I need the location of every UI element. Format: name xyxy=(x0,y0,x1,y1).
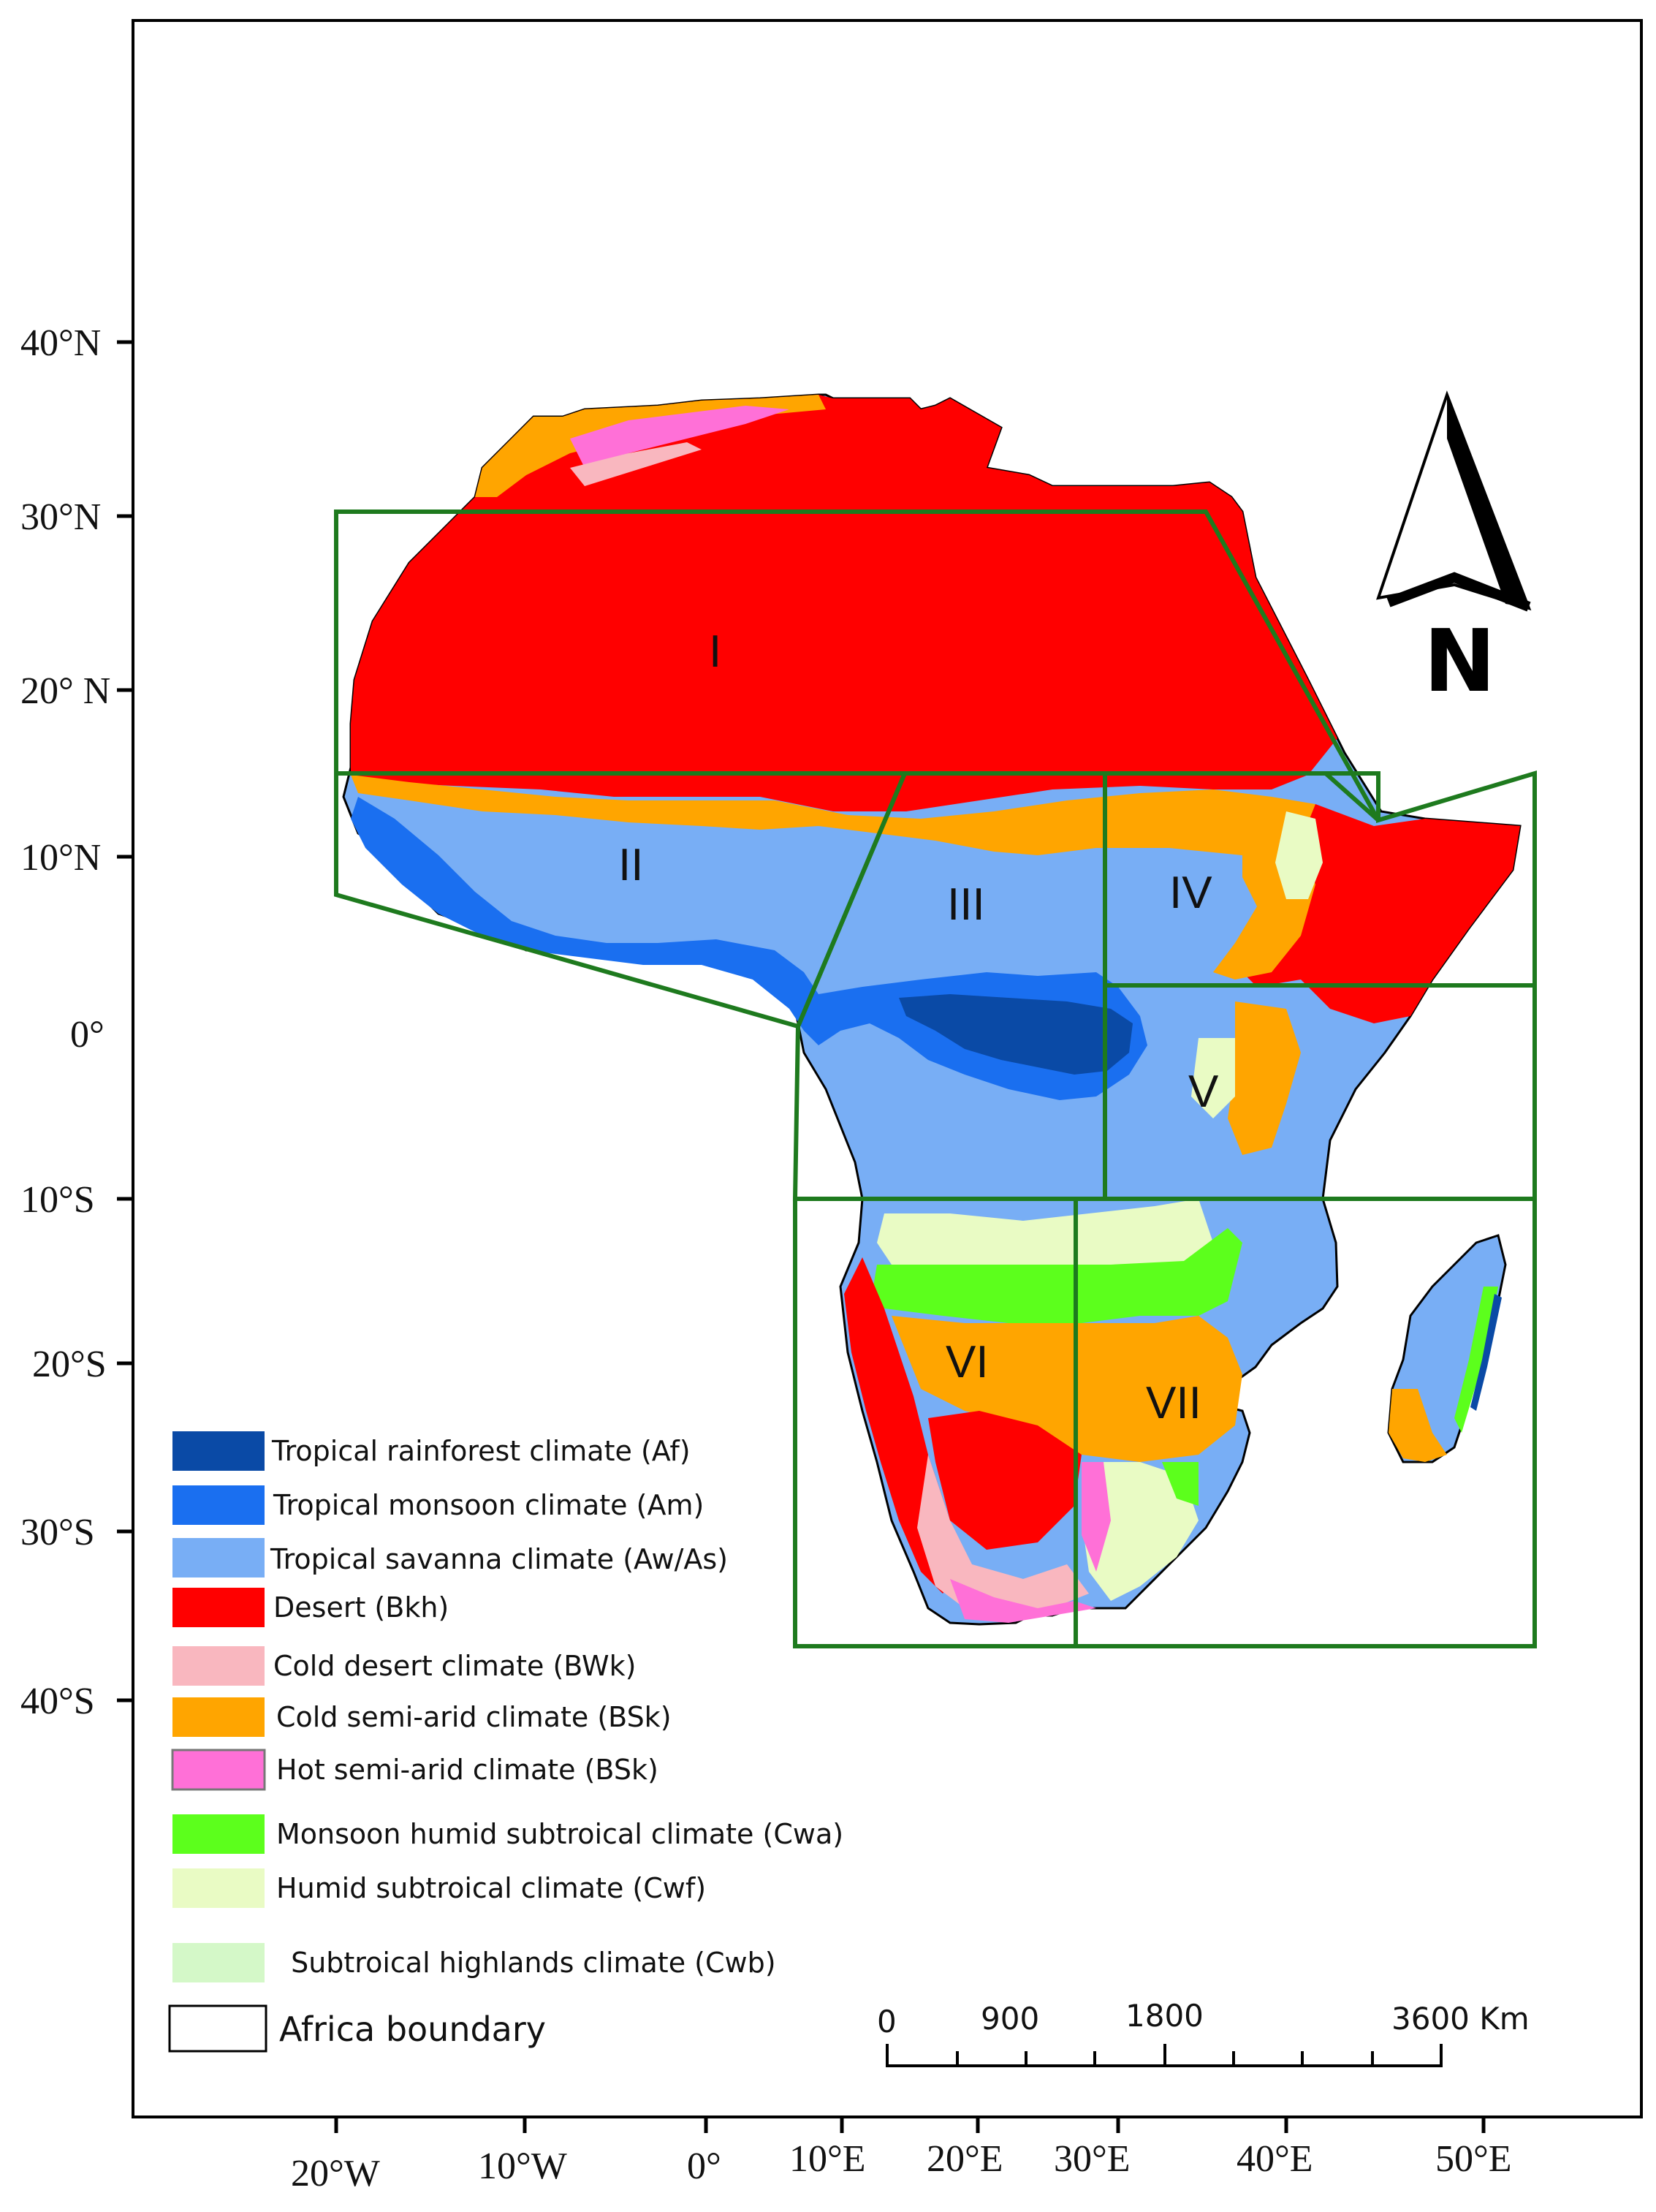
region-label-iv: IV xyxy=(1169,868,1212,918)
zone-rainforest xyxy=(899,994,1133,1075)
legend-swatch-bsk-hot xyxy=(171,1749,266,1791)
lon-label-0: 0° xyxy=(687,2145,721,2187)
lon-label-10e: 10°E xyxy=(789,2138,866,2180)
legend-label-bkh: Desert (Bkh) xyxy=(273,1591,449,1624)
legend-swatch-am xyxy=(172,1485,265,1525)
zone-southern-humid xyxy=(877,1199,1213,1265)
zone-cape-hot xyxy=(950,1579,1096,1623)
region-label-v: V xyxy=(1188,1067,1219,1117)
legend-label-af: Tropical rainforest climate (Af) xyxy=(271,1435,691,1467)
legend-label-aw: Tropical savanna climate (Aw/As) xyxy=(270,1543,728,1575)
region-label-vi: VI xyxy=(946,1337,989,1387)
region-boundary-vii xyxy=(1074,1197,1537,1648)
zone-southeast-humid xyxy=(1082,1462,1199,1601)
legend: Tropical rainforest climate (Af) Tropica… xyxy=(168,1431,843,2053)
lon-label-30e: 30°E xyxy=(1054,2138,1131,2180)
legend-label-cwf: Humid subtroical climate (Cwf) xyxy=(276,1872,706,1904)
region-label-iii: III xyxy=(947,879,985,930)
scale-label-3600: 3600 Km xyxy=(1391,2001,1530,2037)
region-label-vii: VII xyxy=(1146,1378,1201,1428)
longitude-ticks: 20°W 10°W 0° 10°E 20°E 30°E 40°E 50°E xyxy=(291,2117,1512,2194)
legend-swatch-cwb xyxy=(172,1943,265,1982)
legend-swatch-bwk xyxy=(172,1646,265,1686)
legend-swatch-cwa xyxy=(172,1814,265,1854)
legend-label-boundary: Africa boundary xyxy=(279,2010,546,2049)
latitude-ticks: 40°N 30°N 20° N 10°N 0° 10°S 20°S 30°S 4… xyxy=(20,322,133,1722)
scale-label-0: 0 xyxy=(877,2004,897,2039)
zone-east-highlands xyxy=(1191,1038,1235,1118)
zone-southeast-hot xyxy=(1082,1462,1111,1572)
map-frame xyxy=(132,19,1643,2118)
lon-label-20w: 20°W xyxy=(291,2153,380,2194)
region-labels: I II III IV V VI VII xyxy=(618,626,1219,1428)
legend-swatch-aw xyxy=(172,1538,265,1577)
legend-swatch-bsk-cold xyxy=(172,1697,265,1737)
zone-kalahari-desert xyxy=(928,1411,1082,1550)
north-arrow: N xyxy=(1376,390,1532,711)
lat-label-0: 0° xyxy=(70,1014,105,1056)
scale-bar: 0 900 1800 3600 Km xyxy=(877,1998,1530,2067)
region-label-i: I xyxy=(709,626,721,677)
region-boundaries xyxy=(334,510,1537,1648)
legend-label-cwa: Monsoon humid subtroical climate (Cwa) xyxy=(276,1818,843,1850)
legend-swatch-bkh xyxy=(172,1588,265,1627)
scale-label-900: 900 xyxy=(981,2001,1039,2037)
lat-label-40n: 40°N xyxy=(20,322,101,364)
region-boundary-i xyxy=(334,510,1380,822)
north-arrow-base-icon xyxy=(1386,572,1531,612)
zone-cwa-belt xyxy=(873,1228,1242,1323)
zone-karoo-cold xyxy=(917,1455,1089,1616)
zone-madagascar-east xyxy=(1454,1287,1498,1433)
region-label-ii: II xyxy=(618,840,643,890)
lon-label-20e: 20°E xyxy=(927,2138,1003,2180)
zone-desert-north xyxy=(351,395,1337,811)
legend-swatch-cwf xyxy=(172,1868,265,1908)
legend-label-bsk-cold: Cold semi-arid climate (BSk) xyxy=(276,1701,672,1733)
legend-swatch-af xyxy=(172,1431,265,1471)
zone-madagascar-semiarid xyxy=(1389,1389,1447,1462)
lat-label-30s: 30°S xyxy=(20,1512,95,1553)
lon-label-50e: 50°E xyxy=(1435,2138,1512,2180)
zone-southeast-cwa xyxy=(1162,1462,1199,1506)
north-arrow-shade-icon xyxy=(1447,395,1529,608)
zone-maghreb-cold xyxy=(570,442,702,486)
zone-maghreb-coast xyxy=(475,395,826,497)
legend-label-bsk-hot: Hot semi-arid climate (BSk) xyxy=(276,1754,658,1786)
legend-label-cwb: Subtroical highlands climate (Cwb) xyxy=(282,1947,776,1979)
zone-maghreb-hot xyxy=(570,406,789,468)
lat-label-20n: 20° N xyxy=(20,670,110,712)
legend-swatch-boundary xyxy=(168,2004,267,2053)
north-label: N xyxy=(1424,610,1496,711)
lat-label-10s: 10°S xyxy=(20,1179,95,1221)
africa-climate-map xyxy=(342,393,1522,1626)
lat-label-30n: 30°N xyxy=(20,496,101,538)
legend-label-am: Tropical monsoon climate (Am) xyxy=(273,1489,704,1521)
scale-label-1800: 1800 xyxy=(1125,1998,1204,2034)
zone-ethiopian-highlands xyxy=(1275,811,1323,899)
lon-label-40e: 40°E xyxy=(1237,2138,1313,2180)
lat-label-40s: 40°S xyxy=(20,1681,95,1722)
zone-kalahari-semiarid xyxy=(892,1316,1242,1462)
lat-label-10n: 10°N xyxy=(20,837,101,879)
legend-label-bwk: Cold desert climate (BWk) xyxy=(273,1650,636,1682)
zone-madagascar-coast xyxy=(1470,1294,1502,1411)
zone-sahel-semiarid xyxy=(351,775,1315,855)
zone-east-semiarid xyxy=(1228,1001,1301,1155)
lat-label-20s: 20°S xyxy=(32,1344,107,1385)
lon-label-10w: 10°W xyxy=(478,2145,567,2187)
